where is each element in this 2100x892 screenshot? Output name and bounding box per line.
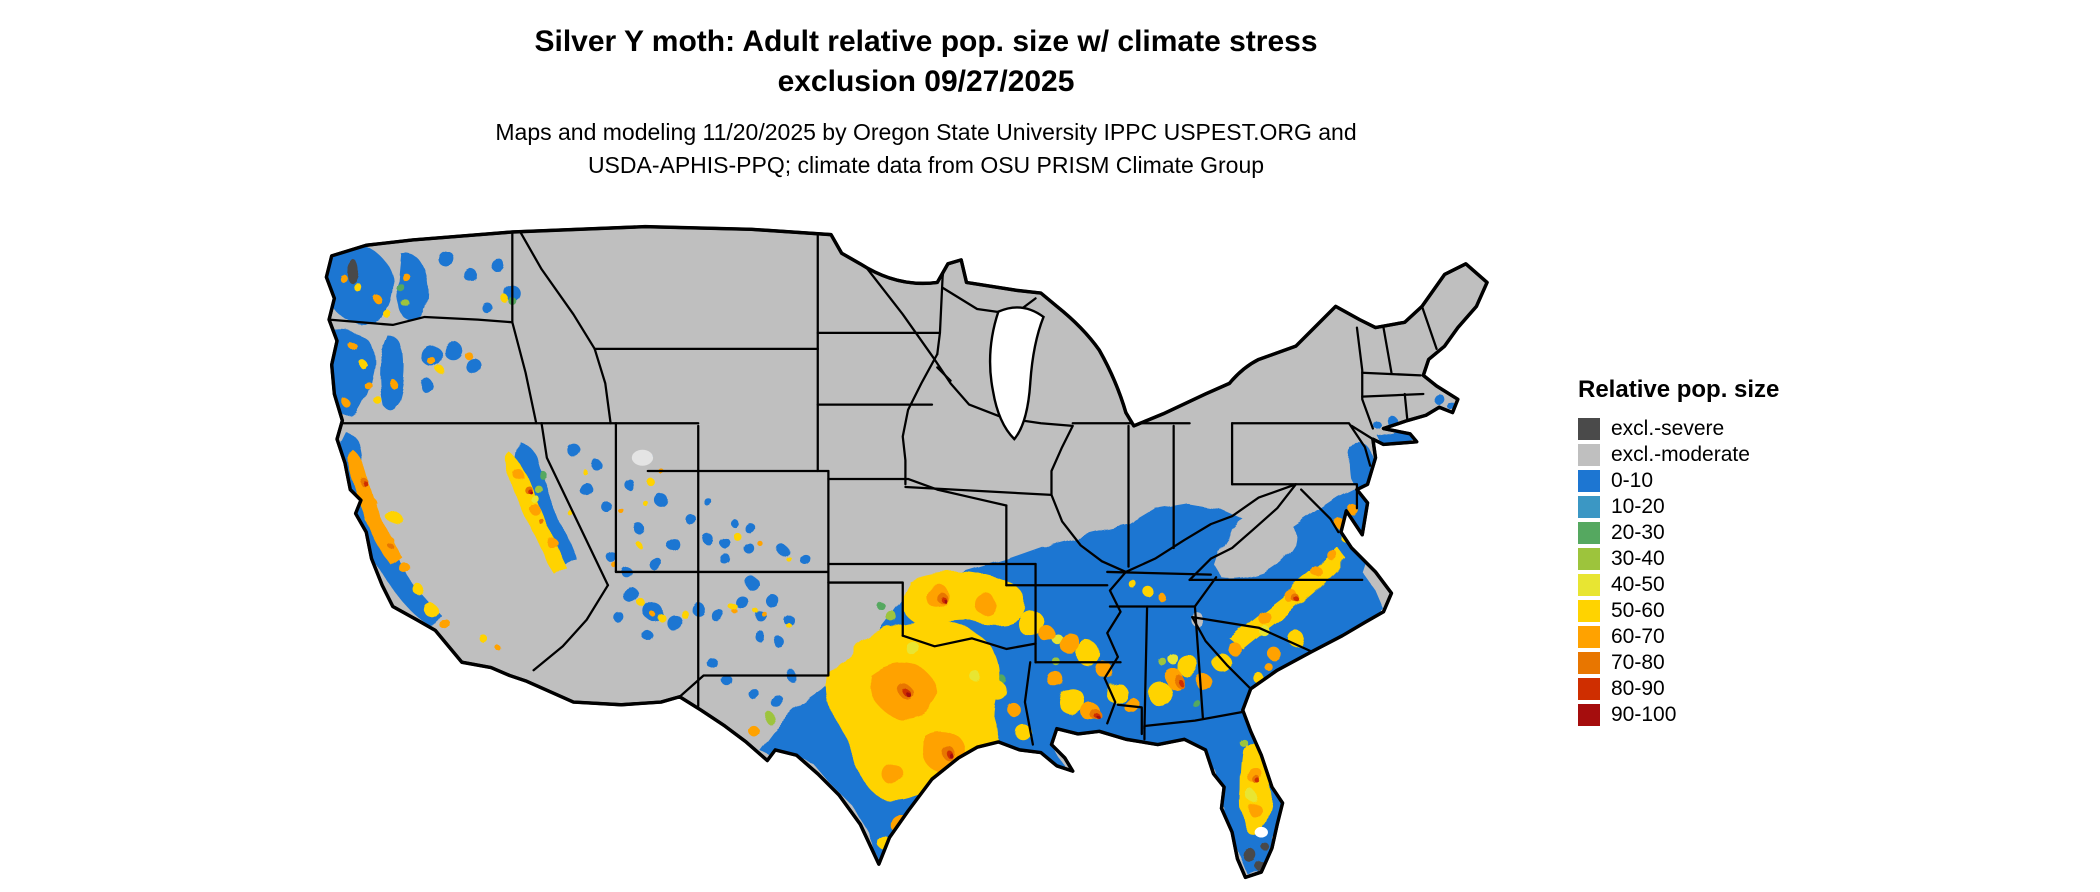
legend-swatch xyxy=(1578,496,1600,518)
legend-swatch xyxy=(1578,548,1600,570)
legend-row: 30-40 xyxy=(1578,546,1779,572)
legend-label: 0-10 xyxy=(1611,469,1654,492)
legend-label: 90-100 xyxy=(1611,703,1677,726)
state-borders xyxy=(327,230,1438,746)
zone-40-50 xyxy=(367,496,1270,801)
legend-label: 70-80 xyxy=(1611,651,1665,674)
legend-row: 10-20 xyxy=(1578,494,1779,520)
legend-rows: excl.-severe excl.-moderate 0-10 10-20 20-30… xyxy=(1578,416,1779,728)
us-map xyxy=(324,224,1489,880)
legend-label: excl.-moderate xyxy=(1611,443,1750,466)
legend-swatch xyxy=(1578,626,1600,648)
legend: Relative pop. size excl.-severe excl.-mod… xyxy=(1578,376,1779,728)
lake-michigan xyxy=(988,306,1045,441)
map-subtitle-line2: USDA-APHIS-PPQ; climate data from OSU PR… xyxy=(587,152,1265,178)
legend-swatch xyxy=(1578,444,1600,466)
legend-label: 20-30 xyxy=(1611,521,1665,544)
legend-row: 90-100 xyxy=(1578,702,1779,728)
map-title-line1: Silver Y moth: Adult relative pop. size … xyxy=(534,25,1318,58)
zone-90-100 xyxy=(529,490,1101,758)
legend-title: Relative pop. size xyxy=(1578,376,1780,403)
legend-row: excl.-severe xyxy=(1578,416,1779,442)
zone-20-30 xyxy=(380,283,1255,773)
header: Silver Y moth: Adult relative pop. size … xyxy=(0,22,1852,182)
legend-label: 50-60 xyxy=(1611,599,1665,622)
legend-label: 10-20 xyxy=(1611,495,1665,518)
legend-row: 80-90 xyxy=(1578,676,1779,702)
map-subtitle-line1: Maps and modeling 11/20/2025 by Oregon S… xyxy=(495,119,1357,145)
legend-row: 40-50 xyxy=(1578,572,1779,598)
legend-row: 50-60 xyxy=(1578,598,1779,624)
legend-swatch xyxy=(1578,704,1600,726)
legend-label: 80-90 xyxy=(1611,677,1665,700)
legend-label: 60-70 xyxy=(1611,625,1665,648)
legend-label: 40-50 xyxy=(1611,573,1665,596)
legend-swatch xyxy=(1578,522,1600,544)
map-subtitle: Maps and modeling 11/20/2025 by Oregon S… xyxy=(0,116,1852,182)
legend-label: excl.-severe xyxy=(1611,417,1725,440)
great-salt-lake xyxy=(631,449,654,466)
legend-label: 30-40 xyxy=(1611,547,1665,570)
legend-swatch xyxy=(1578,678,1600,700)
legend-row: 20-30 xyxy=(1578,520,1779,546)
legend-row: 60-70 xyxy=(1578,624,1779,650)
map-title-line2: exclusion 09/27/2025 xyxy=(777,65,1075,98)
legend-swatch xyxy=(1578,574,1600,596)
legend-swatch xyxy=(1578,470,1600,492)
legend-swatch xyxy=(1578,652,1600,674)
legend-row: excl.-moderate xyxy=(1578,442,1779,468)
legend-swatch xyxy=(1578,418,1600,440)
lakes xyxy=(631,306,1268,838)
legend-row: 70-80 xyxy=(1578,650,1779,676)
lake-okeechobee xyxy=(1254,826,1268,838)
legend-row: 0-10 xyxy=(1578,468,1779,494)
legend-swatch xyxy=(1578,600,1600,622)
